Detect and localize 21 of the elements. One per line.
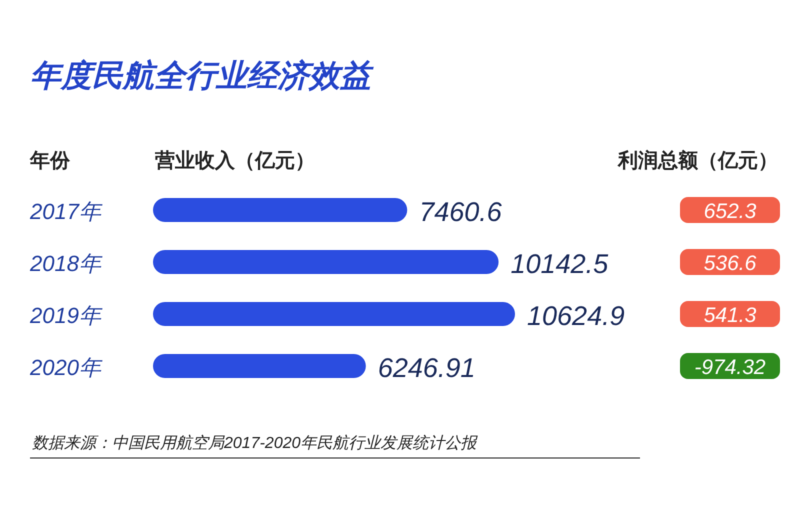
y-tick-label: 2018年 bbox=[29, 251, 103, 276]
chart-title: 年度民航全行业经济效益 bbox=[30, 58, 374, 93]
data-label: 10142.5 bbox=[510, 249, 610, 279]
data-label: 541.3 bbox=[704, 304, 757, 327]
data-label: 6246.91 bbox=[378, 353, 476, 383]
data-label: 10624.9 bbox=[527, 301, 625, 331]
source-note: 数据来源：中国民用航空局2017-2020年民航行业发展统计公报 bbox=[32, 434, 479, 452]
data-label: -974.32 bbox=[694, 356, 766, 379]
bar bbox=[153, 354, 366, 378]
y-tick-label: 2019年 bbox=[29, 303, 103, 328]
data-label: 652.3 bbox=[704, 200, 757, 223]
y-tick-label: 2020年 bbox=[29, 355, 103, 380]
text: 利润总额（亿元） bbox=[617, 149, 778, 172]
bar bbox=[153, 302, 515, 326]
bar bbox=[153, 198, 408, 222]
x-axis-title: 营业收入（亿元） bbox=[154, 149, 315, 172]
bar bbox=[153, 250, 499, 274]
y-axis-title: 年份 bbox=[29, 150, 71, 172]
y-tick-label: 2017年 bbox=[29, 199, 103, 224]
data-label: 536.6 bbox=[704, 252, 757, 275]
data-label: 7460.6 bbox=[419, 197, 503, 227]
